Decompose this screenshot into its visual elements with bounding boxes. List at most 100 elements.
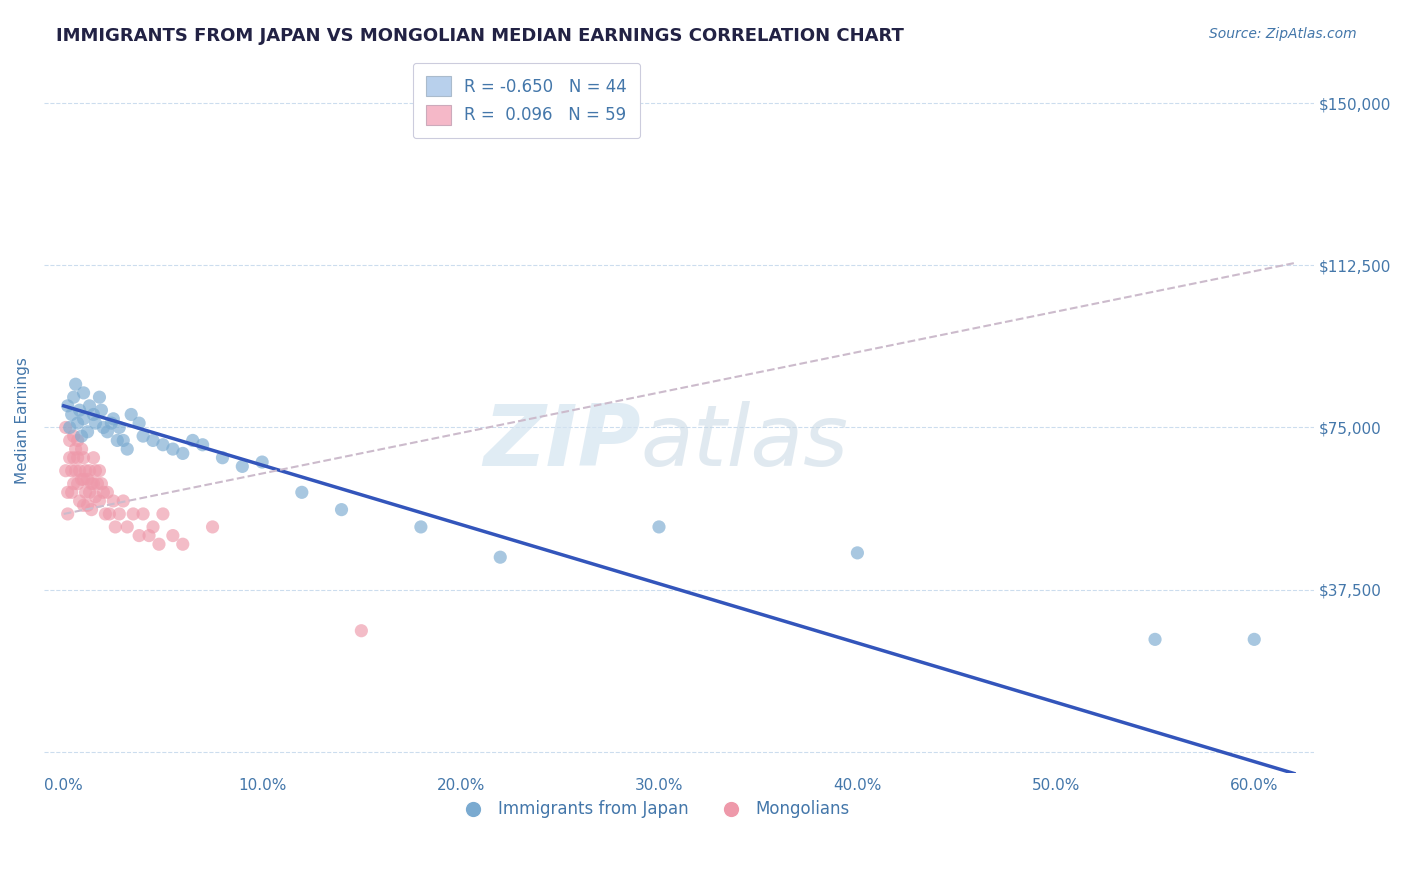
Point bbox=[112, 494, 135, 508]
Point bbox=[231, 459, 253, 474]
Point bbox=[66, 434, 89, 448]
Point bbox=[70, 442, 93, 456]
Point bbox=[62, 429, 84, 443]
Point bbox=[66, 476, 89, 491]
Point bbox=[250, 455, 273, 469]
Point bbox=[846, 546, 869, 560]
Point bbox=[69, 464, 91, 478]
Point bbox=[59, 450, 82, 465]
Point bbox=[59, 420, 82, 434]
Point bbox=[60, 485, 83, 500]
Point bbox=[82, 408, 104, 422]
Point bbox=[108, 507, 131, 521]
Point bbox=[108, 420, 131, 434]
Point bbox=[100, 416, 122, 430]
Point bbox=[90, 476, 112, 491]
Point bbox=[66, 450, 89, 465]
Point bbox=[90, 403, 112, 417]
Point bbox=[66, 416, 89, 430]
Point bbox=[128, 416, 150, 430]
Point bbox=[72, 472, 94, 486]
Point bbox=[86, 476, 108, 491]
Point bbox=[103, 494, 125, 508]
Text: IMMIGRANTS FROM JAPAN VS MONGOLIAN MEDIAN EARNINGS CORRELATION CHART: IMMIGRANTS FROM JAPAN VS MONGOLIAN MEDIA… bbox=[56, 27, 904, 45]
Point bbox=[89, 494, 111, 508]
Point bbox=[62, 390, 84, 404]
Point bbox=[350, 624, 373, 638]
Point bbox=[191, 438, 214, 452]
Point bbox=[76, 425, 98, 439]
Point bbox=[75, 485, 97, 500]
Point bbox=[152, 438, 174, 452]
Point bbox=[56, 485, 79, 500]
Point bbox=[162, 528, 184, 542]
Point bbox=[59, 434, 82, 448]
Point bbox=[291, 485, 314, 500]
Y-axis label: Median Earnings: Median Earnings bbox=[15, 358, 30, 484]
Point bbox=[89, 390, 111, 404]
Point bbox=[142, 520, 165, 534]
Point bbox=[172, 537, 194, 551]
Point bbox=[104, 520, 127, 534]
Point bbox=[56, 507, 79, 521]
Point bbox=[120, 408, 142, 422]
Legend: Immigrants from Japan, Mongolians: Immigrants from Japan, Mongolians bbox=[450, 794, 856, 825]
Point bbox=[72, 498, 94, 512]
Point bbox=[72, 412, 94, 426]
Point bbox=[55, 420, 77, 434]
Point bbox=[89, 464, 111, 478]
Point bbox=[409, 520, 432, 534]
Point bbox=[60, 408, 83, 422]
Point bbox=[93, 420, 115, 434]
Point bbox=[72, 450, 94, 465]
Point bbox=[65, 442, 87, 456]
Point bbox=[76, 472, 98, 486]
Point bbox=[128, 528, 150, 542]
Point bbox=[112, 434, 135, 448]
Point bbox=[70, 472, 93, 486]
Point bbox=[62, 476, 84, 491]
Point bbox=[1144, 632, 1167, 647]
Point bbox=[1243, 632, 1265, 647]
Text: ZIP: ZIP bbox=[484, 401, 641, 483]
Point bbox=[84, 464, 107, 478]
Point bbox=[79, 464, 101, 478]
Point bbox=[80, 502, 103, 516]
Point bbox=[75, 464, 97, 478]
Point bbox=[82, 450, 104, 465]
Point bbox=[82, 476, 104, 491]
Point bbox=[76, 498, 98, 512]
Point bbox=[79, 399, 101, 413]
Point bbox=[115, 442, 138, 456]
Text: atlas: atlas bbox=[641, 401, 849, 483]
Point bbox=[56, 399, 79, 413]
Point bbox=[93, 485, 115, 500]
Point bbox=[162, 442, 184, 456]
Point bbox=[62, 450, 84, 465]
Point bbox=[98, 507, 121, 521]
Point bbox=[152, 507, 174, 521]
Text: Source: ZipAtlas.com: Source: ZipAtlas.com bbox=[1209, 27, 1357, 41]
Point bbox=[69, 494, 91, 508]
Point bbox=[648, 520, 671, 534]
Point bbox=[80, 476, 103, 491]
Point bbox=[55, 464, 77, 478]
Point bbox=[132, 429, 155, 443]
Point bbox=[181, 434, 204, 448]
Point bbox=[65, 377, 87, 392]
Point bbox=[79, 485, 101, 500]
Point bbox=[172, 446, 194, 460]
Point bbox=[65, 464, 87, 478]
Point bbox=[138, 528, 160, 542]
Point bbox=[72, 385, 94, 400]
Point bbox=[94, 507, 117, 521]
Point bbox=[115, 520, 138, 534]
Point bbox=[103, 412, 125, 426]
Point bbox=[142, 434, 165, 448]
Point bbox=[132, 507, 155, 521]
Point bbox=[211, 450, 233, 465]
Point bbox=[69, 403, 91, 417]
Point bbox=[201, 520, 224, 534]
Point bbox=[330, 502, 353, 516]
Point bbox=[84, 416, 107, 430]
